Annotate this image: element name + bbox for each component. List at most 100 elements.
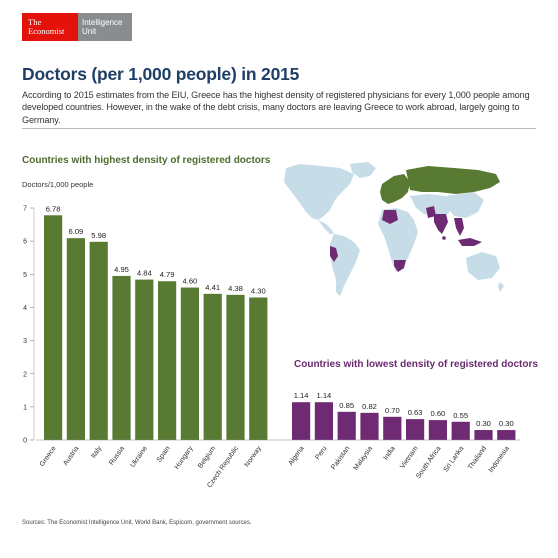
low-value-label: 0.63 xyxy=(408,408,423,417)
map-central-america xyxy=(318,220,334,234)
high-category-label: Austria xyxy=(62,445,80,467)
low-bar-pakistan xyxy=(337,411,356,440)
low-value-label: 0.30 xyxy=(499,419,514,428)
high-category-label: Russia xyxy=(108,445,126,467)
high-bar-greece xyxy=(44,215,63,440)
low-category-label: South Africa xyxy=(415,445,442,480)
high-category-label: Norway xyxy=(244,445,264,469)
high-bar-norway xyxy=(249,297,268,440)
logo-unit2: Unit xyxy=(82,27,97,36)
low-category-label: Indonesia xyxy=(488,445,511,474)
map-pakistan xyxy=(426,206,436,218)
map-asia-mid xyxy=(410,194,454,216)
map-india xyxy=(434,214,448,234)
map-southeast-asia xyxy=(454,218,464,236)
low-category-label: India xyxy=(382,445,397,462)
map-greenland xyxy=(350,162,376,178)
low-category-label: Thailand xyxy=(467,445,488,471)
low-value-label: 0.55 xyxy=(453,411,468,420)
sources-note: Sources: The Economist Intelligence Unit… xyxy=(22,520,252,526)
low-category-label: Algeria xyxy=(288,445,306,467)
high-category-label: Belgium xyxy=(197,445,217,470)
low-bar-thailand xyxy=(474,430,493,440)
high-bar-russia xyxy=(112,275,131,440)
high-value-label: 4.60 xyxy=(183,277,198,286)
divider xyxy=(22,128,536,129)
high-category-label: Spain xyxy=(156,445,172,464)
high-category-label: Hungary xyxy=(174,445,195,471)
low-category-label: Malaysia xyxy=(353,445,375,472)
high-bar-czech-republic xyxy=(226,294,245,440)
map-sri-lanka xyxy=(442,236,446,240)
map-algeria xyxy=(382,210,398,224)
y-tick-label: 7 xyxy=(23,206,27,213)
economist-logo: The Economist Intelligence Unit xyxy=(22,13,132,41)
logo-line2: Economist xyxy=(28,26,65,36)
logo-economist: The Economist xyxy=(22,13,78,41)
low-category-label: Peru xyxy=(314,445,328,461)
low-value-label: 1.14 xyxy=(317,391,332,400)
high-bar-ukraine xyxy=(135,279,154,440)
high-category-label: Greece xyxy=(39,445,58,468)
y-tick-label: 0 xyxy=(23,438,27,445)
low-category-label: Sri Lanka xyxy=(443,445,466,473)
map-north-america xyxy=(284,164,354,220)
high-bar-austria xyxy=(66,238,85,440)
high-value-label: 4.38 xyxy=(228,284,243,293)
low-value-label: 0.60 xyxy=(431,409,446,418)
y-tick-label: 1 xyxy=(23,404,27,411)
low-value-label: 1.14 xyxy=(294,391,309,400)
y-tick-label: 2 xyxy=(23,371,27,378)
high-bar-spain xyxy=(158,281,177,440)
high-bar-belgium xyxy=(203,293,222,440)
logo-unit1: Intelligence xyxy=(82,18,123,27)
map-south-africa xyxy=(394,260,406,272)
high-category-label: Italy xyxy=(90,445,103,460)
map-south-america xyxy=(330,234,360,296)
y-tick-label: 4 xyxy=(23,305,27,312)
low-category-label: Vietnam xyxy=(399,445,419,470)
low-bar-india xyxy=(383,416,402,440)
page-subtitle: According to 2015 estimates from the EIU… xyxy=(22,90,530,125)
low-bar-south-africa xyxy=(428,420,447,440)
high-value-label: 6.78 xyxy=(46,204,61,213)
y-tick-label: 6 xyxy=(23,239,27,246)
high-value-label: 4.30 xyxy=(251,286,266,295)
low-chart-title: Countries with lowest density of registe… xyxy=(294,359,538,370)
y-tick-label: 5 xyxy=(23,272,27,279)
low-bar-vietnam xyxy=(406,419,425,440)
map-east-asia xyxy=(446,192,484,218)
high-category-label: Ukraine xyxy=(129,445,149,469)
low-value-label: 0.30 xyxy=(476,419,491,428)
high-value-label: 4.41 xyxy=(205,283,220,292)
map-australia xyxy=(466,252,500,280)
high-value-label: 5.98 xyxy=(91,231,106,240)
map-europe xyxy=(380,174,410,204)
low-bar-sri-lanka xyxy=(451,421,470,440)
page-title: Doctors (per 1,000 people) in 2015 xyxy=(22,64,300,84)
low-bar-peru xyxy=(314,402,333,440)
low-bar-algeria xyxy=(292,402,311,440)
low-value-label: 0.85 xyxy=(339,401,354,410)
low-category-label: Pakistan xyxy=(330,445,351,471)
map-russia xyxy=(406,166,500,194)
high-value-label: 4.79 xyxy=(160,270,175,279)
map-africa xyxy=(378,208,418,272)
y-tick-label: 3 xyxy=(23,338,27,345)
y-axis-label: Doctors/1,000 people xyxy=(22,180,94,189)
low-bar-indonesia xyxy=(497,430,516,440)
high-value-label: 6.09 xyxy=(69,227,84,236)
logo-line1: The xyxy=(28,17,42,27)
map-indonesia xyxy=(458,238,482,246)
high-value-label: 4.84 xyxy=(137,269,152,278)
high-chart-title: Countries with highest density of regist… xyxy=(22,155,271,166)
high-value-label: 4.95 xyxy=(114,265,129,274)
high-bar-hungary xyxy=(180,287,199,440)
high-bar-italy xyxy=(89,241,108,440)
low-bar-malaysia xyxy=(360,412,379,440)
low-value-label: 0.82 xyxy=(362,402,377,411)
world-map xyxy=(284,162,504,296)
logo-intelligence-unit: Intelligence Unit xyxy=(78,13,132,41)
low-value-label: 0.70 xyxy=(385,406,400,415)
